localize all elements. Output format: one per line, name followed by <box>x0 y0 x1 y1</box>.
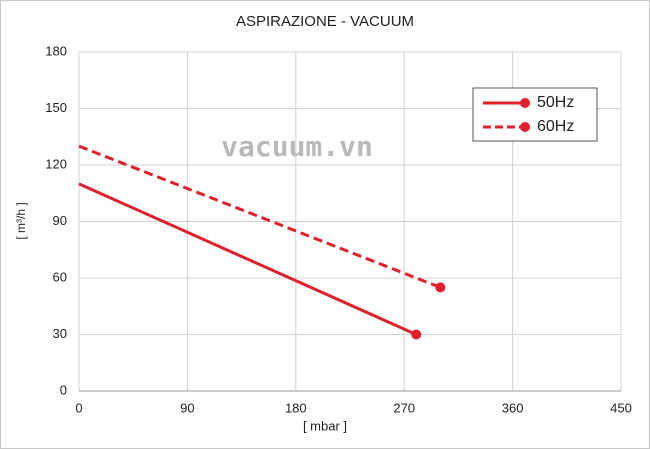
y-axis-label: [ m³/h ] <box>14 202 28 239</box>
x-tick-label: 0 <box>75 400 82 415</box>
legend-marker <box>520 122 530 132</box>
x-axis-label: [ mbar ] <box>303 418 347 433</box>
end-marker <box>411 329 422 340</box>
y-tick-label: 60 <box>53 269 67 284</box>
y-tick-label: 90 <box>53 213 67 228</box>
x-tick-label: 360 <box>502 400 524 415</box>
x-tick-label: 90 <box>180 400 194 415</box>
series-line <box>78 182 417 336</box>
x-tick-label: 180 <box>285 400 307 415</box>
y-tick-label: 0 <box>60 382 67 397</box>
series-line <box>78 144 441 289</box>
end-marker <box>435 282 446 293</box>
x-tick-label: 270 <box>393 400 415 415</box>
legend-label: 60Hz <box>537 118 574 135</box>
legend-label: 50Hz <box>537 94 574 111</box>
y-tick-label: 180 <box>45 43 67 58</box>
y-tick-label: 150 <box>45 100 67 115</box>
x-tick-label: 450 <box>610 400 632 415</box>
legend-marker <box>520 98 530 108</box>
chart-title: ASPIRAZIONE - VACUUM <box>236 13 414 30</box>
y-tick-label: 30 <box>53 326 67 341</box>
watermark: vacuum.vn <box>221 130 373 163</box>
y-tick-label: 120 <box>45 156 67 171</box>
legend-box <box>472 87 598 142</box>
